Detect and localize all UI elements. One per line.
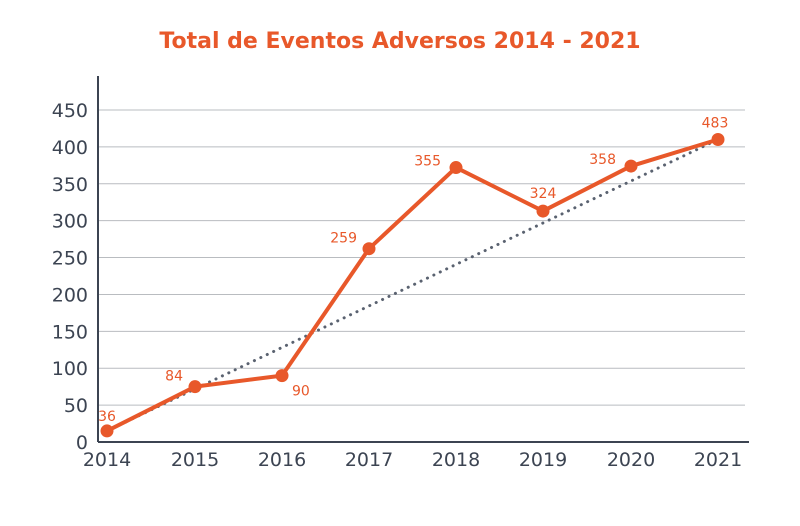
x-tick-label: 2016 [258, 449, 306, 471]
data-point [711, 133, 725, 147]
data-point [100, 424, 114, 438]
y-tick-label: 450 [52, 100, 88, 122]
data-point [536, 204, 550, 218]
y-tick-label: 400 [52, 137, 88, 159]
y-tick-label: 350 [52, 174, 88, 196]
data-label: 84 [165, 369, 183, 385]
x-axis-ticks: 2014 2015 2016 2017 2018 2019 2020 2021 [83, 449, 742, 471]
data-labels: 36 84 90 259 355 324 358 483 [98, 116, 728, 425]
y-tick-label: 250 [52, 248, 88, 270]
x-tick-label: 2015 [171, 449, 219, 471]
trendline [105, 138, 720, 433]
chart-title: Total de Eventos Adversos 2014 - 2021 [159, 29, 640, 54]
x-tick-label: 2018 [432, 449, 480, 471]
x-tick-label: 2020 [607, 449, 655, 471]
y-axis-ticks: 0 50 100 150 200 250 300 350 400 450 [52, 100, 88, 454]
data-label: 90 [292, 384, 310, 400]
gridlines [98, 109, 745, 406]
data-label: 358 [589, 152, 616, 168]
data-point [362, 242, 376, 256]
y-tick-label: 300 [52, 211, 88, 233]
y-tick-label: 0 [76, 432, 88, 454]
data-point [275, 369, 289, 383]
x-tick-label: 2019 [519, 449, 567, 471]
data-label: 259 [330, 231, 357, 247]
data-point [624, 159, 638, 173]
trendline-group [105, 138, 720, 433]
y-tick-label: 100 [52, 358, 88, 380]
data-point [188, 380, 202, 394]
series-line [106, 137, 719, 433]
data-label: 324 [530, 186, 557, 202]
y-tick-label: 50 [64, 395, 88, 417]
x-tick-label: 2017 [345, 449, 393, 471]
data-label: 355 [414, 154, 441, 170]
x-tick-label: 2021 [694, 449, 742, 471]
data-point [449, 161, 463, 175]
y-tick-label: 200 [52, 284, 88, 306]
data-label: 483 [702, 116, 729, 132]
data-label: 36 [98, 409, 116, 425]
y-tick-label: 150 [52, 321, 88, 343]
series-group [100, 133, 725, 438]
x-tick-label: 2014 [83, 449, 131, 471]
